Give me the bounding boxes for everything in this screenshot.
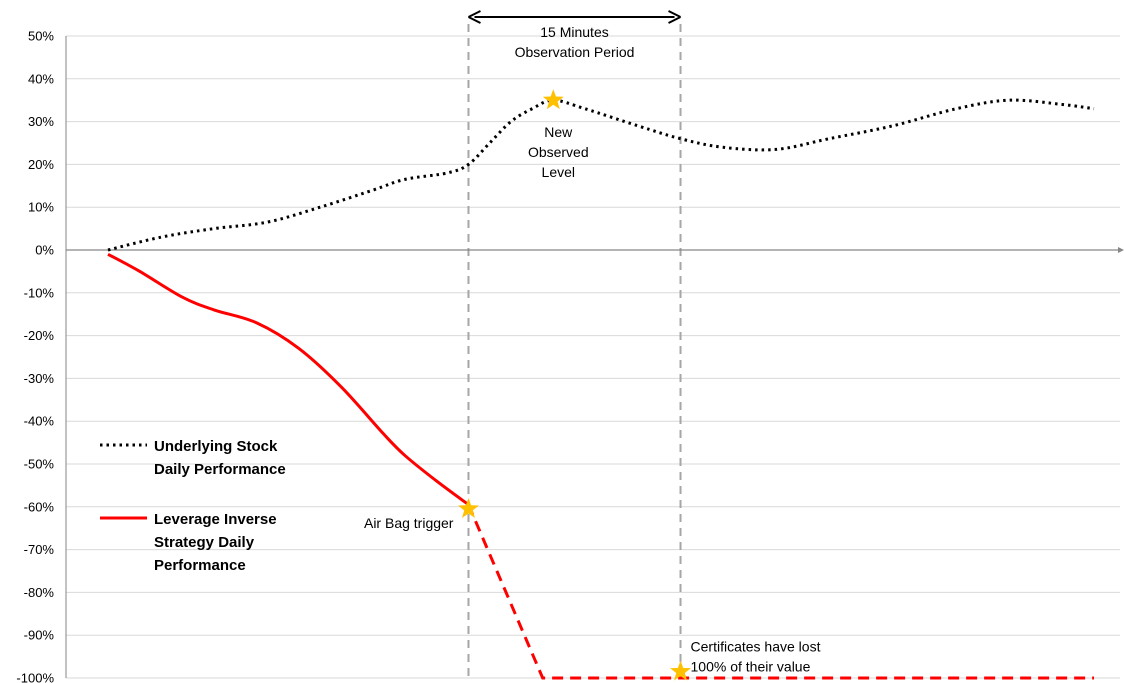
- y-tick-label: 50%: [28, 29, 54, 44]
- star-label-line: Certificates have lost: [691, 639, 821, 655]
- star-icon: [542, 89, 564, 110]
- underlying-stock-line: [107, 98, 1095, 252]
- legend-label-line: Strategy Daily: [154, 534, 255, 551]
- y-tick-label: -30%: [24, 371, 55, 386]
- y-axis: 50% 40% 30% 20% 10% 0% -10% -20% -30% -40% -50% -60…: [16, 29, 1124, 683]
- y-tick-label: -100%: [16, 671, 54, 683]
- y-tick-label: 30%: [28, 114, 54, 129]
- star-label-line: Observed: [528, 144, 589, 160]
- y-tick-label: 0%: [35, 243, 54, 258]
- star-label-line: New: [544, 124, 573, 140]
- gridlines: [66, 35, 1120, 679]
- y-tick-label: -90%: [24, 628, 55, 643]
- y-tick-label: -20%: [24, 328, 55, 343]
- series-lines: [107, 98, 1095, 680]
- y-tick-label: -10%: [24, 285, 55, 300]
- annotations: 15 Minutes Observation Period New Observed L…: [364, 10, 821, 675]
- legend-label-line: Performance: [154, 557, 246, 574]
- y-tick-label: 40%: [28, 71, 54, 86]
- legend-label-line: Underlying Stock: [154, 438, 278, 455]
- star-label-line: 100% of their value: [691, 659, 811, 675]
- y-tick-label: -50%: [24, 457, 55, 472]
- legend-label-line: Daily Performance: [154, 461, 286, 478]
- y-tick-label: -40%: [24, 414, 55, 429]
- star-icon: [670, 660, 691, 681]
- leverage-inverse-line: [107, 252, 470, 506]
- star-icon: [458, 497, 479, 518]
- star-markers: [458, 89, 691, 681]
- star-label-line: Air Bag trigger: [364, 515, 454, 531]
- strategy-dashed-line: [467, 504, 1094, 680]
- period-label-line: 15 Minutes: [540, 24, 608, 40]
- y-tick-label: 20%: [28, 157, 54, 172]
- y-tick-label: -80%: [24, 585, 55, 600]
- legend: Underlying Stock Daily Performance Leverag…: [100, 438, 286, 574]
- period-arrow-right-head: [668, 10, 681, 24]
- observation-markers: [467, 24, 682, 678]
- legend-label-line: Leverage Inverse: [154, 511, 277, 528]
- period-label-line: Observation Period: [515, 44, 635, 60]
- period-arrow-left-head: [468, 10, 481, 24]
- star-label-line: Level: [542, 164, 575, 180]
- y-tick-label: -70%: [24, 542, 55, 557]
- y-tick-label: -60%: [24, 499, 55, 514]
- x-axis-arrowhead: [1118, 247, 1124, 253]
- y-tick-label: 10%: [28, 200, 54, 215]
